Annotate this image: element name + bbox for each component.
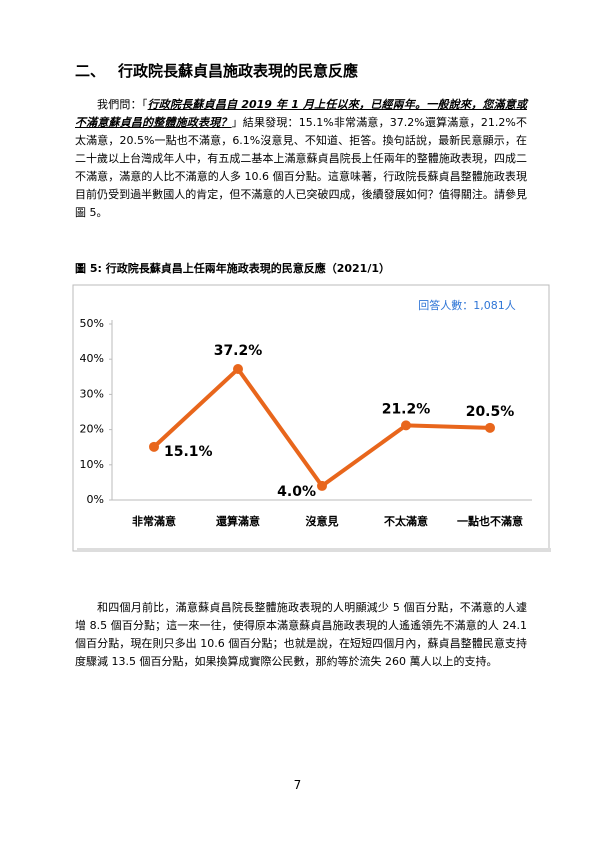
point	[401, 420, 411, 431]
point	[233, 364, 243, 375]
value-label: 37.2%	[214, 343, 263, 359]
y-tick-label: 0%	[87, 493, 104, 506]
annotation: 回答人數：1,081人	[418, 298, 516, 312]
x-tick-label: 沒意見	[306, 514, 339, 528]
paragraph: 和四個月前比，滿意蘇貞昌院長整體施政表現的人明顯減少 5 個百分點，不滿意的人遽…	[75, 601, 527, 668]
point	[149, 441, 159, 452]
text: 我們問：「	[97, 98, 148, 111]
heading-title: 行政院長蘇貞昌施政表現的民意反應	[118, 62, 359, 80]
frame-shadow	[77, 548, 551, 552]
value-label: 20.5%	[466, 404, 515, 420]
chart-frame	[72, 284, 550, 552]
page-number: 7	[293, 778, 302, 792]
x-tick-label: 還算滿意	[216, 514, 260, 528]
point	[485, 422, 495, 433]
chart: 回答人數：1,081人 0% 10% 20% 30% 40% 50% 15.1% 非常滿意 37…	[72, 284, 551, 552]
y-tick-label: 20%	[80, 423, 104, 436]
y-tick-label: 10%	[80, 458, 104, 471]
y-tick-label: 30%	[80, 387, 104, 400]
value-label: 15.1%	[164, 444, 213, 460]
point	[317, 480, 327, 491]
value-label: 4.0%	[277, 484, 316, 500]
x-tick-label: 一點也不滿意	[457, 514, 523, 528]
x-tick-label: 不太滿意	[384, 514, 428, 528]
survey-question: 行政院長蘇貞昌自 2019 年 1 月上任以來，已經兩年。一般說來，您滿意或不滿…	[75, 98, 528, 129]
x-tick-label: 非常滿意	[132, 514, 176, 528]
text: 」結果發現：15.1%非常滿意，37.2%還算滿意，21.2%不太滿意，20.5…	[75, 116, 528, 219]
paragraph: 我們問：「行政院長蘇貞昌自 2019 年 1 月上任以來，已經兩年。一般說來，您…	[75, 96, 527, 222]
heading-number: 二、	[75, 62, 106, 80]
y-tick-label: 40%	[80, 352, 104, 365]
figure-caption: 圖 5: 行政院長蘇貞昌上任兩年施政表現的民意反應（2021/1）	[75, 262, 390, 275]
value-label: 21.2%	[382, 401, 431, 417]
y-tick-label: 50%	[80, 317, 104, 330]
